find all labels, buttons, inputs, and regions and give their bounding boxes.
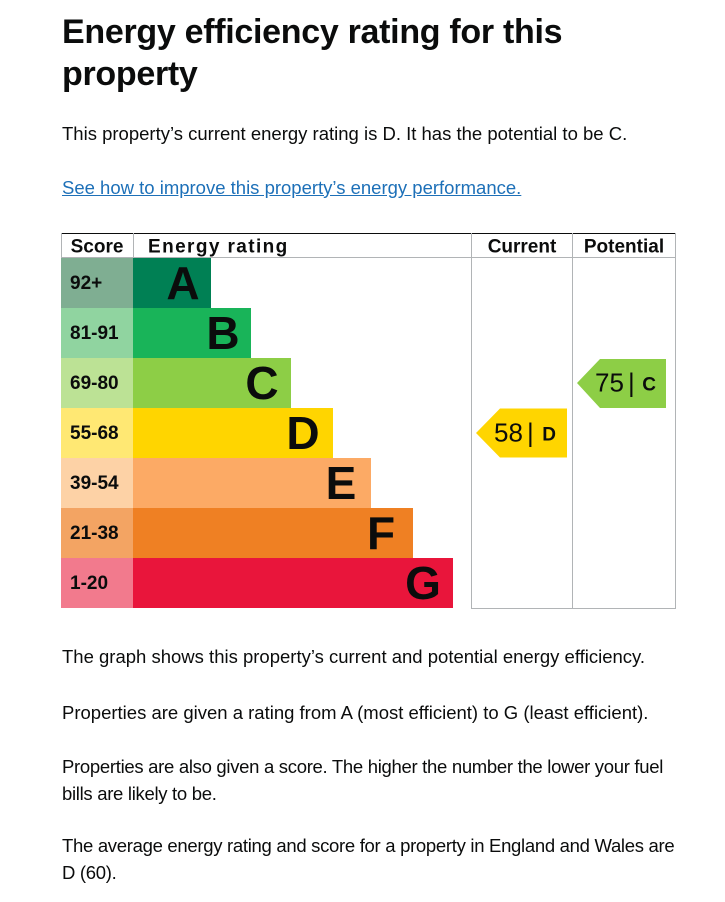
- svg-text:B: B: [206, 307, 239, 359]
- svg-text:21-38: 21-38: [70, 523, 119, 544]
- svg-text:92+: 92+: [70, 273, 102, 294]
- svg-text:55-68: 55-68: [70, 423, 119, 444]
- svg-text:58: 58: [494, 417, 523, 447]
- svg-text:C: C: [642, 374, 656, 395]
- svg-text:|: |: [527, 417, 534, 447]
- svg-text:1-20: 1-20: [70, 573, 108, 594]
- svg-text:G: G: [405, 557, 441, 609]
- svg-text:Energy rating: Energy rating: [148, 236, 289, 257]
- svg-text:|: |: [628, 367, 635, 397]
- svg-text:E: E: [326, 457, 357, 509]
- svg-text:39-54: 39-54: [70, 473, 119, 494]
- svg-text:C: C: [245, 357, 278, 409]
- svg-text:Score: Score: [71, 236, 124, 257]
- svg-text:69-80: 69-80: [70, 373, 119, 394]
- svg-text:D: D: [286, 407, 319, 459]
- svg-text:D: D: [542, 424, 556, 445]
- svg-text:Potential: Potential: [584, 236, 664, 257]
- svg-text:A: A: [166, 257, 199, 309]
- svg-text:81-91: 81-91: [70, 323, 119, 344]
- svg-text:75: 75: [595, 367, 624, 397]
- svg-text:F: F: [367, 507, 395, 559]
- svg-text:Current: Current: [488, 236, 557, 257]
